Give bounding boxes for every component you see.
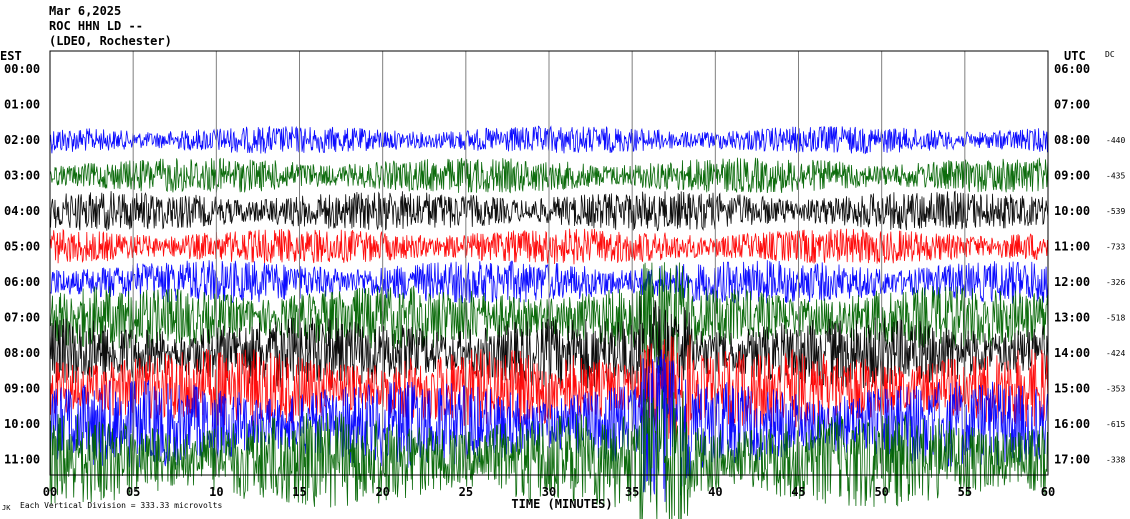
est-tick-label: 06:00 xyxy=(4,275,40,289)
network-label: (LDEO, Rochester) xyxy=(49,34,172,48)
x-tick-label: 15 xyxy=(292,485,306,499)
x-tick-label: 45 xyxy=(791,485,805,499)
right-axis-title: UTC xyxy=(1064,49,1086,63)
footer-mark: JK xyxy=(2,504,11,512)
dc-offset-label: -326 xyxy=(1106,278,1125,287)
utc-tick-label: 08:00 xyxy=(1054,133,1090,147)
x-tick-label: 40 xyxy=(708,485,722,499)
grid-layer xyxy=(132,51,966,475)
x-tick-label: 20 xyxy=(375,485,389,499)
dc-offset-label: -353 xyxy=(1106,385,1125,394)
utc-tick-label: 16:00 xyxy=(1054,417,1090,431)
est-tick-label: 02:00 xyxy=(4,133,40,147)
x-tick-label: 55 xyxy=(958,485,972,499)
utc-tick-label: 07:00 xyxy=(1054,98,1090,112)
x-axis-title: TIME (MINUTES) xyxy=(511,497,612,511)
est-tick-label: 09:00 xyxy=(4,382,40,396)
x-tick-label: 00 xyxy=(43,485,57,499)
dc-offset-label: -518 xyxy=(1106,314,1125,323)
est-tick-label: 01:00 xyxy=(4,98,40,112)
dc-offset-label: -440 xyxy=(1106,136,1125,145)
dc-offset-label: -733 xyxy=(1106,243,1125,252)
utc-tick-label: 14:00 xyxy=(1054,346,1090,360)
utc-tick-label: 10:00 xyxy=(1054,204,1090,218)
utc-tick-label: 11:00 xyxy=(1054,240,1090,254)
utc-tick-label: 15:00 xyxy=(1054,382,1090,396)
x-tick-label: 50 xyxy=(874,485,888,499)
est-tick-label: 04:00 xyxy=(4,204,40,218)
plot-frame xyxy=(49,50,1049,476)
est-tick-label: 05:00 xyxy=(4,240,40,254)
scale-note: Each Vertical Division = 333.33 microvol… xyxy=(20,501,222,510)
offset-header: DC xyxy=(1105,50,1115,59)
x-tick-label: 05 xyxy=(126,485,140,499)
utc-tick-label: 13:00 xyxy=(1054,311,1090,325)
axis-labels: 00:00 06:00 01:00 07:00 02:00 08:00 -440 03:00 0… xyxy=(4,62,1125,499)
dc-offset-label: -435 xyxy=(1106,172,1125,181)
dc-offset-label: -615 xyxy=(1106,420,1125,429)
dc-offset-label: -424 xyxy=(1106,349,1125,358)
utc-tick-label: 12:00 xyxy=(1054,275,1090,289)
left-axis-title: EST xyxy=(0,49,22,63)
est-tick-label: 07:00 xyxy=(4,311,40,325)
est-tick-label: 03:00 xyxy=(4,169,40,183)
x-tick-label: 25 xyxy=(459,485,473,499)
x-tick-label: 10 xyxy=(209,485,223,499)
station-label: ROC HHN LD -- xyxy=(49,19,143,33)
est-tick-label: 08:00 xyxy=(4,346,40,360)
utc-tick-label: 06:00 xyxy=(1054,62,1090,76)
dc-offset-label: -539 xyxy=(1106,207,1125,216)
est-tick-label: 10:00 xyxy=(4,417,40,431)
x-tick-label: 35 xyxy=(625,485,639,499)
x-tick-label: 60 xyxy=(1041,485,1055,499)
x-tick-label: 30 xyxy=(542,485,556,499)
date-label: Mar 6,2025 xyxy=(49,4,122,18)
dc-offset-label: -338 xyxy=(1106,456,1125,465)
est-tick-label: 00:00 xyxy=(4,62,40,76)
est-tick-label: 11:00 xyxy=(4,453,40,467)
utc-tick-label: 17:00 xyxy=(1054,453,1090,467)
utc-tick-label: 09:00 xyxy=(1054,169,1090,183)
